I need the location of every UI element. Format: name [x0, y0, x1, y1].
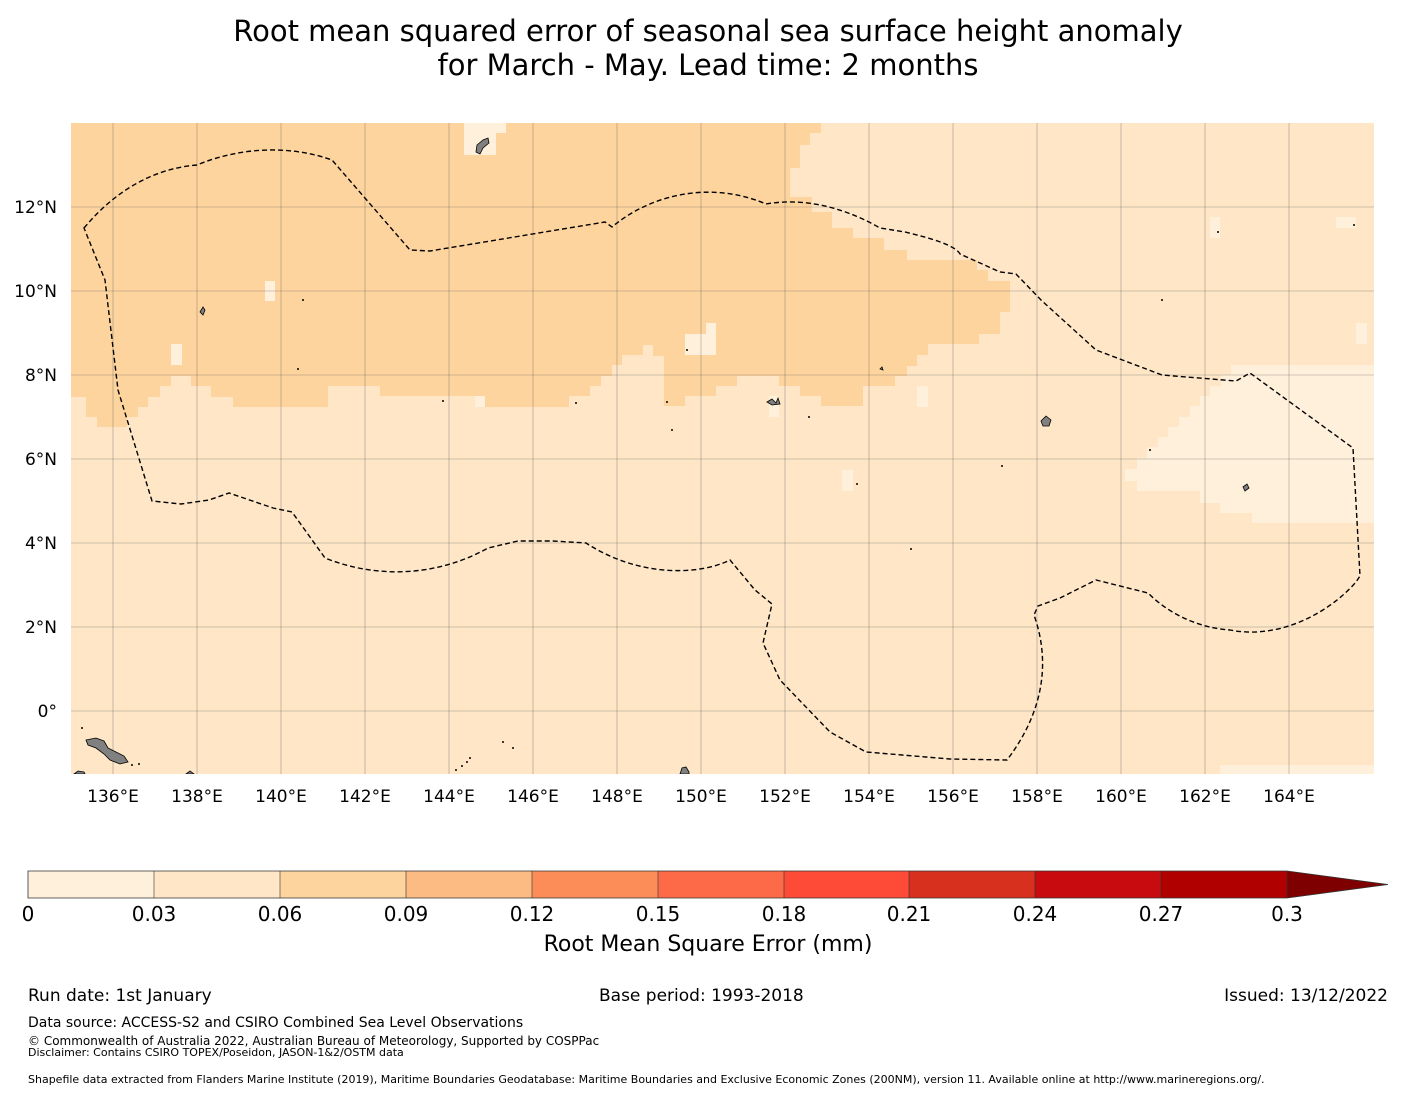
rmse-field: [71, 123, 1374, 774]
lon-tick-label: 138°E: [171, 787, 223, 807]
land-island-small: [185, 770, 195, 774]
land-pohnpei: [1040, 415, 1052, 427]
islets: [81, 224, 1355, 771]
lon-tick-label: 150°E: [675, 787, 727, 807]
colorbar-tick-label: 0.03: [131, 902, 177, 926]
colorbar-bin: [1035, 871, 1161, 898]
lon-tick-label: 142°E: [339, 787, 391, 807]
lon-tick-label: 148°E: [591, 787, 643, 807]
colorbar-bin: [154, 871, 280, 898]
lon-tick-label: 156°E: [927, 787, 979, 807]
lat-tick-label: 4°N: [25, 534, 57, 554]
colorbar-tick-label: 0.18: [761, 902, 807, 926]
rmse-region-high: [71, 123, 1010, 427]
copyright: © Commonwealth of Australia 2022, Austra…: [28, 1034, 600, 1048]
colorbar-tick-label: 0.24: [1012, 902, 1058, 926]
rmse-cell: [917, 386, 928, 407]
rmse-cell: [685, 334, 716, 355]
colorbar-bin: [280, 871, 406, 898]
colorbar-outline: [27, 870, 1389, 899]
issued-date: Issued: 13/12/2022: [1224, 986, 1388, 1006]
colorbar-tick-label: 0: [21, 902, 35, 926]
land-guam: [475, 137, 490, 155]
rmse-cell: [1336, 217, 1356, 228]
rmse-cell: [1220, 765, 1374, 774]
rmse-region-lowest: [1125, 365, 1374, 523]
rmse-cell: [1356, 323, 1367, 344]
land-chuuk: [766, 396, 781, 406]
colorbar-tick-label: 0.27: [1138, 902, 1184, 926]
lat-tick-label: 10°N: [14, 282, 57, 302]
colorbar-bin: [1161, 871, 1287, 898]
lat-tick-label: 12°N: [14, 198, 57, 218]
rmse-cell: [1210, 217, 1220, 238]
lon-tick-label: 160°E: [1095, 787, 1147, 807]
land-kosrae: [1242, 483, 1250, 492]
rmse-cell: [475, 396, 485, 407]
colorbar-tick-label: 0.3: [1271, 902, 1303, 926]
colorbar-label: Root Mean Square Error (mm): [543, 932, 873, 957]
land-island-small: [879, 366, 884, 371]
lat-tick-label: 2°N: [25, 618, 57, 638]
colorbar-bin: [406, 871, 532, 898]
shapefile-credit: Shapefile data extracted from Flanders M…: [28, 1073, 1265, 1086]
eez-boundary: [83, 149, 1361, 761]
land: [73, 137, 1250, 774]
colorbar-bin: [784, 871, 909, 898]
lon-tick-label: 140°E: [255, 787, 307, 807]
data-source: Data source: ACCESS-S2 and CSIRO Combine…: [28, 1015, 524, 1031]
colorbar-bin: [532, 871, 658, 898]
run-date: Run date: 1st January: [28, 986, 212, 1006]
disclaimer: Disclaimer: Contains CSIRO TOPEX/Poseido…: [28, 1046, 404, 1059]
title-line-2: for March - May. Lead time: 2 months: [437, 48, 979, 82]
rmse-cell: [171, 344, 182, 365]
lon-tick-label: 152°E: [759, 787, 811, 807]
land-bougainville-tip: [679, 766, 690, 774]
eez-fsm-palau-boundary: [83, 149, 1361, 761]
rmse-cell: [706, 323, 716, 334]
colorbar-tick-label: 0.15: [635, 902, 681, 926]
lat-tick-label: 6°N: [25, 450, 57, 470]
colorbar-tick-label: 0.06: [257, 902, 303, 926]
land-island-small: [73, 770, 86, 774]
lon-tick-label: 136°E: [87, 787, 139, 807]
lon-tick-label: 158°E: [1011, 787, 1063, 807]
land-new-guinea-islands: [85, 737, 129, 765]
colorbar-bin: [28, 871, 154, 898]
lon-tick-label: 154°E: [843, 787, 895, 807]
rmse-cell: [769, 396, 779, 417]
colorbar-tick-label: 0.21: [886, 902, 932, 926]
colorbar-extend-arrow: [1287, 871, 1388, 898]
lat-tick-label: 0°: [38, 702, 57, 722]
colorbar-tick-label: 0.12: [509, 902, 555, 926]
chart-title: Root mean squared error of seasonal sea …: [0, 14, 1416, 82]
lon-tick-label: 144°E: [423, 787, 475, 807]
graticule: [71, 123, 1374, 774]
rmse-cell: [842, 470, 853, 491]
colorbar: [27, 870, 1389, 899]
colorbar-tick-label: 0.09: [383, 902, 429, 926]
longitude-tick-labels: 136°E 138°E 140°E 142°E 144°E 146°E 148°…: [87, 787, 1315, 807]
lat-tick-label: 8°N: [25, 366, 57, 386]
colorbar-bin: [658, 871, 784, 898]
rmse-cell: [464, 123, 506, 133]
lon-tick-label: 164°E: [1263, 787, 1315, 807]
colorbar-bin: [909, 871, 1035, 898]
lon-tick-label: 162°E: [1179, 787, 1231, 807]
latitude-tick-labels: 12°N 10°N 8°N 6°N 4°N 2°N 0°: [14, 198, 57, 722]
lon-tick-label: 146°E: [507, 787, 559, 807]
title-line-1: Root mean squared error of seasonal sea …: [233, 14, 1183, 48]
base-period: Base period: 1993-2018: [599, 986, 804, 1006]
land-yap: [199, 306, 206, 316]
